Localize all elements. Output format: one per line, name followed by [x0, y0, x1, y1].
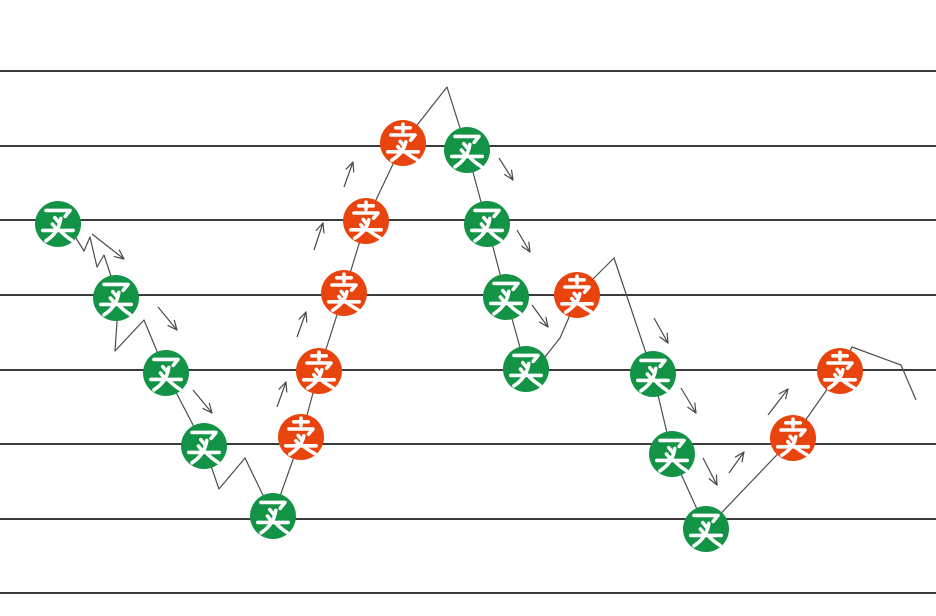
trend-arrow-up-icon — [276, 381, 288, 408]
buy-glyph-icon — [41, 208, 76, 243]
sell-badge — [380, 120, 426, 166]
buy-glyph-icon — [187, 430, 222, 465]
buy-glyph-icon — [636, 358, 671, 393]
trend-arrow-up-icon — [343, 161, 355, 188]
buy-glyph-icon — [509, 353, 544, 388]
buy-badge — [630, 351, 676, 397]
trend-arrow-down-icon — [498, 157, 514, 181]
sell-badge — [817, 348, 863, 394]
sell-glyph-icon — [349, 200, 384, 241]
sell-glyph-icon — [386, 122, 421, 163]
trend-arrow-down-icon — [157, 306, 178, 331]
buy-badge — [93, 275, 139, 321]
sell-badge — [770, 415, 816, 461]
trend-arrow-down-icon — [516, 229, 531, 253]
buy-glyph-icon — [450, 134, 485, 169]
buy-badge — [444, 127, 490, 173]
sell-glyph-icon — [327, 272, 362, 313]
sell-glyph-icon — [302, 350, 337, 391]
sell-badge — [321, 270, 367, 316]
buy-glyph-icon — [489, 281, 524, 316]
buy-glyph-icon — [470, 208, 505, 243]
sell-badge — [296, 348, 342, 394]
sell-glyph-icon — [284, 416, 319, 457]
trend-arrow-up-icon — [313, 222, 325, 251]
buy-glyph-icon — [655, 438, 690, 473]
buy-glyph-icon — [99, 282, 134, 317]
buy-badge — [683, 506, 729, 552]
buy-glyph-icon — [149, 357, 184, 392]
buy-badge — [483, 274, 529, 320]
buy-glyph-icon — [689, 513, 724, 548]
trend-arrow-up-icon — [728, 451, 745, 474]
trend-arrow-down-icon — [702, 457, 718, 486]
buy-glyph-icon — [256, 500, 291, 535]
trend-arrow-up-icon — [296, 311, 308, 338]
sell-glyph-icon — [776, 417, 811, 458]
buy-badge — [464, 201, 510, 247]
sell-badge — [278, 414, 324, 460]
sell-glyph-icon — [560, 274, 595, 315]
buy-badge — [181, 423, 227, 469]
buy-badge — [143, 350, 189, 396]
sell-badge — [554, 272, 600, 318]
trend-arrow-up-icon — [767, 388, 789, 416]
buy-badge — [35, 201, 81, 247]
trend-arrow-down-icon — [653, 317, 669, 344]
sell-glyph-icon — [823, 350, 858, 391]
buy-badge — [250, 493, 296, 539]
trend-arrow-down-icon — [531, 304, 549, 328]
trend-arrow-down-icon — [680, 387, 697, 414]
trend-arrow-down-icon — [91, 233, 125, 260]
buy-badge — [649, 431, 695, 477]
trend-arrow-down-icon — [192, 389, 213, 414]
sell-badge — [343, 198, 389, 244]
buy-badge — [503, 346, 549, 392]
